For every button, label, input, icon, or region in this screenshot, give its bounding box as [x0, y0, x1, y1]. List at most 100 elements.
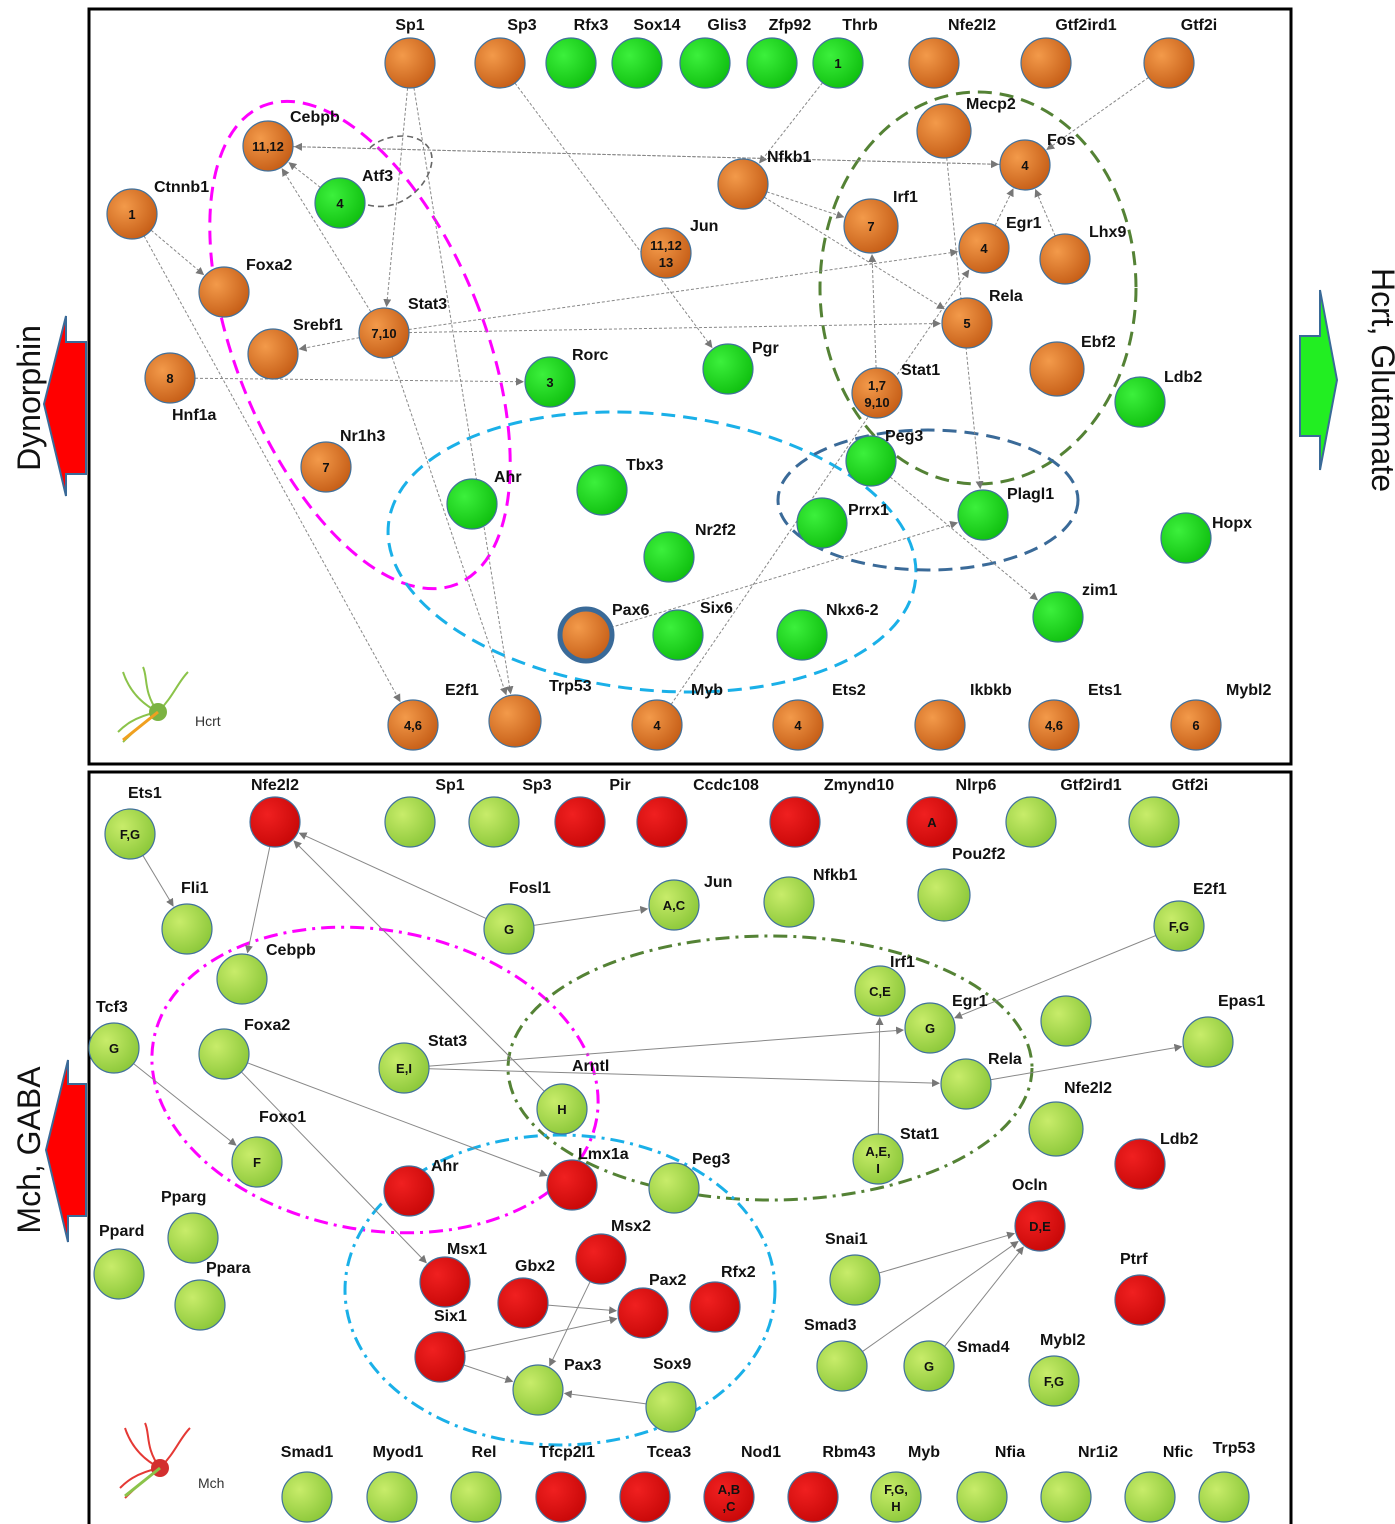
node-pou2f2[interactable]: Pou2f2 [918, 846, 1005, 921]
node-trp53[interactable]: Trp53 [1199, 1440, 1255, 1522]
node-cebpb[interactable]: 11,12 Cebpb [243, 109, 340, 171]
node-rela[interactable]: Rela [941, 1051, 1022, 1109]
node-rbm43[interactable]: Rbm43 [788, 1444, 876, 1522]
node-ahr[interactable]: Ahr [384, 1158, 459, 1216]
node-six6[interactable]: Six6 [653, 600, 733, 660]
node-ets1[interactable]: 4,6 Ets1 [1029, 682, 1122, 750]
node-ccdc108[interactable]: Ccdc108 [637, 777, 759, 847]
node-circle[interactable] [489, 695, 541, 747]
node-stat3[interactable]: 7,10 Stat3 [359, 296, 447, 358]
node-circle[interactable] [703, 344, 753, 394]
node-circle[interactable] [1115, 1275, 1165, 1325]
node-circle[interactable] [162, 904, 212, 954]
node-circle[interactable] [1006, 797, 1056, 847]
node-fosl1[interactable]: GFosl1 [484, 880, 551, 954]
node-nfe2l2[interactable]: Nfe2l2 [250, 777, 300, 847]
node-foxa2[interactable]: Foxa2 [199, 1017, 290, 1079]
node-jun[interactable]: 11,12 13 Jun [641, 218, 718, 278]
node-circle[interactable] [637, 797, 687, 847]
node-circle[interactable] [788, 1472, 838, 1522]
node-sp1[interactable]: Sp1 [385, 777, 465, 847]
node-circle[interactable] [560, 609, 612, 661]
node-six1[interactable]: Six1 [415, 1308, 467, 1382]
node-circle[interactable] [447, 479, 497, 529]
node-circle[interactable] [957, 1472, 1007, 1522]
node-nod1[interactable]: A,B ,C Nod1 [704, 1444, 781, 1522]
node-circle[interactable] [1115, 377, 1165, 427]
node-ldb2[interactable]: Ldb2 [1115, 1131, 1198, 1189]
node-circle[interactable] [250, 797, 300, 847]
node-rorc[interactable]: 3Rorc [525, 347, 609, 407]
node-circle[interactable] [764, 877, 814, 927]
node-circle[interactable] [941, 1059, 991, 1109]
node-snai1[interactable]: Snai1 [825, 1231, 880, 1305]
node-circle[interactable] [646, 1382, 696, 1432]
node-msx1[interactable]: Msx1 [420, 1241, 487, 1307]
node-circle[interactable] [641, 228, 691, 278]
node-nr1i2[interactable]: Nr1i2 [1041, 1444, 1118, 1522]
node-circle[interactable] [618, 1288, 668, 1338]
node-sp3[interactable]: Sp3 [475, 17, 537, 88]
node-jun[interactable]: A,C Jun [649, 874, 732, 930]
node-circle[interactable] [536, 1472, 586, 1522]
node-egr1[interactable]: G Egr1 [905, 993, 988, 1053]
node-circle[interactable] [653, 610, 703, 660]
node-circle[interactable] [451, 1472, 501, 1522]
node-tcea3[interactable]: Tcea3 [620, 1444, 691, 1522]
node-circle[interactable] [175, 1280, 225, 1330]
node-ldb2[interactable]: Ldb2 [1115, 369, 1202, 427]
node-circle[interactable] [909, 38, 959, 88]
node-sox9[interactable]: Sox9 [646, 1356, 696, 1432]
node-zmynd10[interactable]: Zmynd10 [770, 777, 894, 847]
node-circle[interactable] [1021, 38, 1071, 88]
node-sp1[interactable]: Sp1 [385, 17, 435, 88]
node-circle[interactable] [777, 610, 827, 660]
node-circle[interactable] [199, 1029, 249, 1079]
node-circle[interactable] [367, 1472, 417, 1522]
node-epas1[interactable]: Epas1 [1183, 993, 1265, 1067]
node-e2f1[interactable]: F,GE2f1 [1154, 881, 1227, 951]
node-hnf1a[interactable]: 8 Hnf1a [145, 353, 217, 424]
node-circle[interactable] [385, 797, 435, 847]
node-circle[interactable] [797, 498, 847, 548]
node-pax2[interactable]: Pax2 [618, 1272, 686, 1338]
node-circle[interactable] [918, 869, 970, 921]
node-irf1[interactable]: C,EIrf1 [855, 954, 915, 1016]
node-e2f1[interactable]: 4,6E2f1 [388, 682, 479, 750]
node-circle[interactable] [830, 1255, 880, 1305]
node-circle[interactable] [199, 267, 249, 317]
node-circle[interactable] [871, 1472, 921, 1522]
node-circle[interactable] [1161, 513, 1211, 563]
node-ppard[interactable]: Ppard [94, 1223, 144, 1299]
node-circle[interactable] [1144, 38, 1194, 88]
node-circle[interactable] [747, 38, 797, 88]
node-circle[interactable] [917, 104, 971, 158]
node-lmx1a[interactable]: Lmx1a [547, 1146, 629, 1210]
node-circle[interactable] [415, 1332, 465, 1382]
node-stat3[interactable]: E,IStat3 [379, 1033, 467, 1093]
node-msx2[interactable]: Msx2 [576, 1218, 651, 1284]
node-circle[interactable] [649, 1163, 699, 1213]
node-circle[interactable] [420, 1257, 470, 1307]
node-zfp92[interactable]: Zfp92 [747, 17, 811, 88]
node-circle[interactable] [958, 490, 1008, 540]
node-mecp2[interactable]: Mecp2 [917, 96, 1016, 158]
node-nfia[interactable]: Nfia [957, 1444, 1025, 1522]
node-ocln[interactable]: D,EOcln [1012, 1177, 1065, 1251]
node-prrx1[interactable]: Prrx1 [797, 498, 889, 548]
node-peg3[interactable]: Peg3 [649, 1151, 730, 1213]
node-rfx3[interactable]: Rfx3 [546, 17, 608, 88]
node-ptrf[interactable]: Ptrf [1115, 1251, 1165, 1325]
node-circle[interactable] [690, 1282, 740, 1332]
node-circle[interactable] [1029, 1102, 1083, 1156]
node-circle[interactable] [1115, 1139, 1165, 1189]
node-nfe2l2[interactable]: Nfe2l2 [1029, 1080, 1112, 1156]
node-smad3[interactable]: Smad3 [804, 1317, 867, 1391]
node-nlrp6[interactable]: A Nlrp6 [907, 777, 997, 847]
node-srebf1[interactable]: Srebf1 [248, 317, 343, 379]
node-circle[interactable] [384, 1166, 434, 1216]
node-tfcp2l1[interactable]: Tfcp2l1 [536, 1444, 595, 1522]
node-circle[interactable] [704, 1472, 754, 1522]
node-ahr[interactable]: Ahr [447, 469, 522, 529]
node-circle[interactable] [1041, 996, 1091, 1046]
